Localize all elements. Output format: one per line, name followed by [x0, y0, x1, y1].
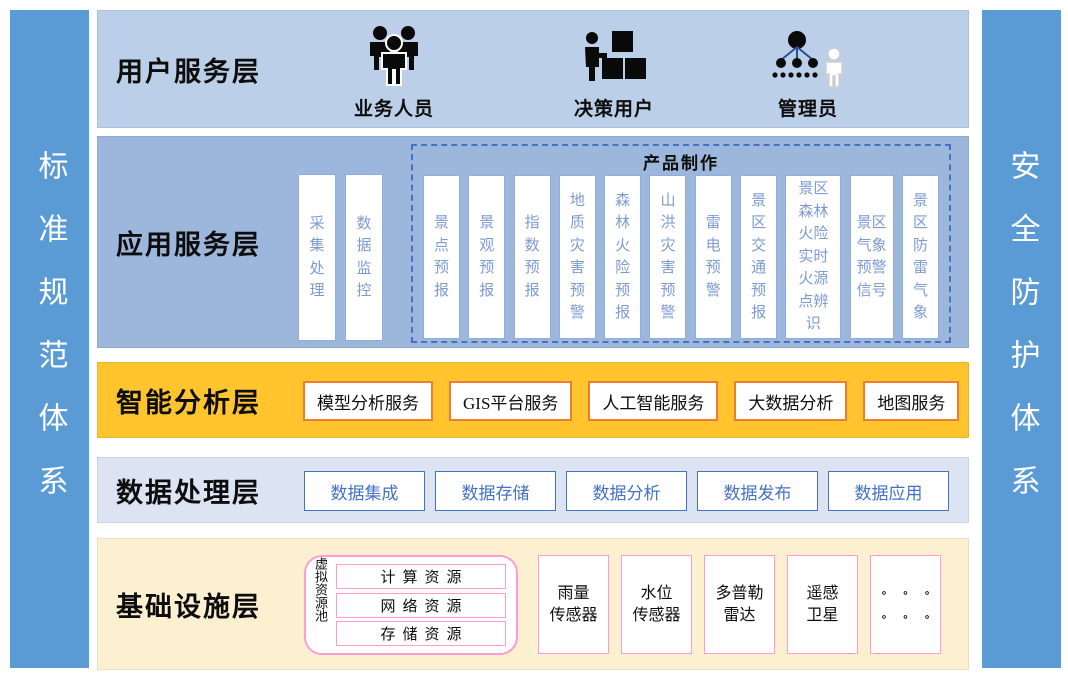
service-box: 模型分析服务: [303, 381, 433, 421]
role-decision-user: 决策用户: [544, 23, 684, 121]
service-box: 数据存储: [435, 471, 556, 511]
device-remote-sensing-satellite: 遥感 卫星: [787, 555, 858, 654]
service-box: 地图服务: [863, 381, 960, 421]
product-column: 景区气象预警信号: [849, 175, 894, 339]
service-box: 大数据分析: [734, 381, 848, 421]
virtual-resource-pool: 虚拟资源池 计算资源网络资源存储资源: [304, 555, 518, 655]
product-column: 地质灾害预警: [558, 175, 596, 339]
product-column: 景点预报: [423, 175, 460, 339]
service-box: 人工智能服务: [588, 381, 719, 421]
layer-infrastructure: 基础设施层 虚拟资源池 计算资源网络资源存储资源 雨量 传感器 水位 传感器 多…: [97, 538, 969, 670]
layer-data-processing: 数据处理层 数据集成 数据存储 数据分析 数据发布 数据应用: [97, 457, 969, 523]
device-boxes: 雨量 传感器 水位 传感器 多普勒 雷达 遥感 卫星 ∘ ∘ ∘ ∘ ∘ ∘: [538, 555, 941, 654]
product-column: 景区交通预报: [740, 175, 778, 339]
product-column: 山洪灾害预警: [649, 175, 687, 339]
role-label: 决策用户: [573, 99, 654, 120]
service-box: GIS平台服务: [449, 381, 573, 421]
resource-box: 计算资源: [336, 564, 506, 589]
ellipsis-row: ∘ ∘ ∘: [880, 608, 937, 624]
pool-items: 计算资源网络资源存储资源: [336, 564, 506, 646]
layer-title: 用户服务层: [116, 56, 261, 87]
device-water-level-sensor: 水位 传感器: [621, 555, 692, 654]
ellipsis-row: ∘ ∘ ∘: [880, 584, 937, 600]
left-banner-text: 标准规范体系: [33, 150, 67, 528]
intel-services: 模型分析服务 GIS平台服务 人工智能服务 大数据分析 地图服务: [303, 381, 960, 421]
role-business-staff: 业务人员: [324, 23, 464, 121]
product-column: 景区森林火险实时火源点辨识: [785, 175, 842, 339]
decision-user-icon: [581, 23, 647, 89]
resource-box: 网络资源: [336, 592, 506, 618]
product-columns: 景点预报 景观预报 指数预报 地质灾害预警 森林火险预报 山洪灾害预警 雷电预警…: [423, 175, 939, 339]
app-column-monitor: 数据监控: [345, 174, 383, 341]
layer-title: 应用服务层: [116, 229, 261, 260]
right-banner-text: 安全防护体系: [1005, 150, 1039, 528]
admin-orgchart-icon: [767, 23, 849, 89]
layer-title: 基础设施层: [116, 591, 261, 622]
left-banner-standards: 标准规范体系: [10, 10, 89, 668]
ellipsis-box: ∘ ∘ ∘ ∘ ∘ ∘: [870, 555, 941, 654]
pool-label: 虚拟资源池: [313, 557, 328, 622]
right-banner-security: 安全防护体系: [982, 10, 1061, 668]
role-administrator: 管理员: [738, 23, 878, 121]
role-label: 管理员: [777, 99, 838, 120]
service-box: 数据集成: [304, 471, 425, 511]
product-column: 指数预报: [513, 175, 551, 339]
layer-user-service: 用户服务层 业务人员: [97, 10, 969, 128]
role-label: 业务人员: [353, 99, 434, 120]
product-column: 景观预报: [468, 175, 506, 339]
product-column: 雷电预警: [694, 175, 732, 339]
service-box: 数据发布: [697, 471, 818, 511]
staff-group-icon: [356, 23, 432, 89]
layer-intelligent-analysis: 智能分析层 模型分析服务 GIS平台服务 人工智能服务 大数据分析 地图服务: [97, 362, 969, 438]
service-box: 数据分析: [566, 471, 687, 511]
product-group-label: 产品制作: [643, 154, 719, 173]
product-making-group: 产品制作 景点预报 景观预报 指数预报 地质灾害预警 森林火险预报 山洪灾害预警…: [411, 144, 951, 343]
layer-title: 数据处理层: [116, 477, 261, 508]
device-rain-sensor: 雨量 传感器: [538, 555, 609, 654]
product-column: 景区防雷气象: [901, 175, 939, 339]
layer-application-service: 应用服务层 采集处理 数据监控 产品制作 景点预报 景观预报 指数预报 地质灾害…: [97, 136, 969, 348]
layer-title: 智能分析层: [116, 387, 261, 418]
device-doppler-radar: 多普勒 雷达: [704, 555, 775, 654]
product-column: 森林火险预报: [604, 175, 642, 339]
app-column-collect: 采集处理: [298, 174, 336, 341]
data-services: 数据集成 数据存储 数据分析 数据发布 数据应用: [304, 471, 949, 511]
resource-box: 存储资源: [336, 621, 506, 646]
service-box: 数据应用: [828, 471, 949, 511]
